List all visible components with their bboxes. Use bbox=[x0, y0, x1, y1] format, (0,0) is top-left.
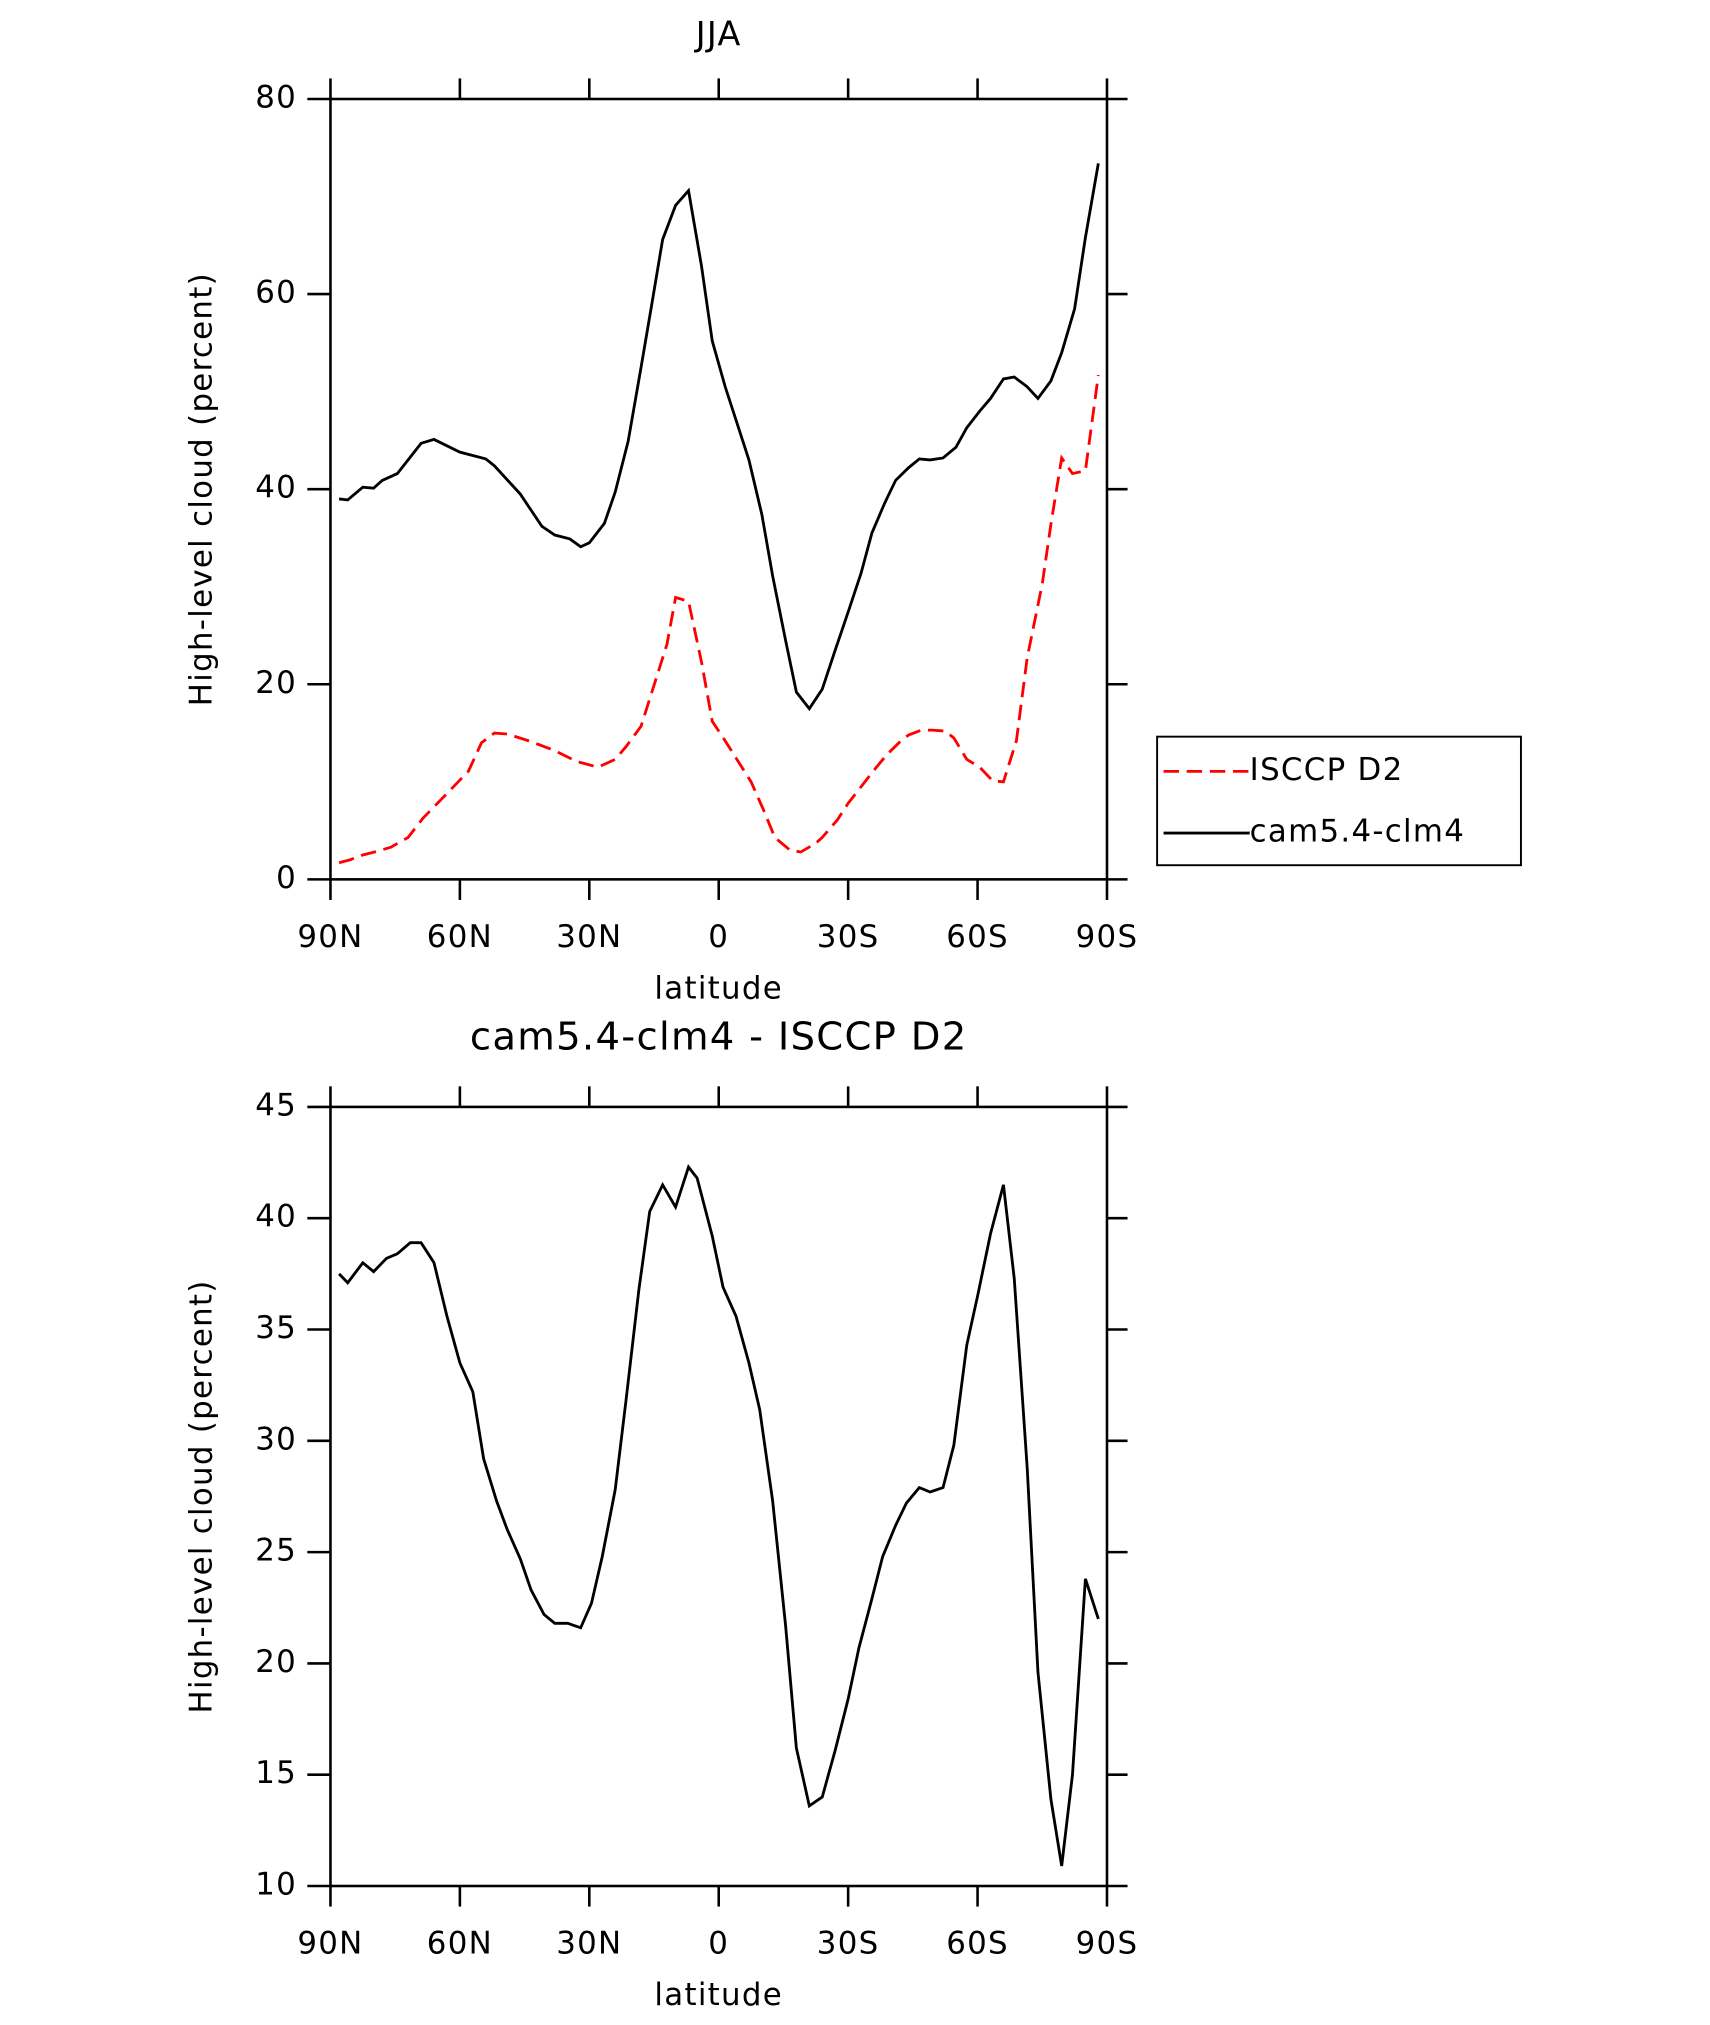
x-tick-label: 0 bbox=[708, 919, 729, 955]
x-tick-label: 30N bbox=[556, 1926, 622, 1962]
legend-label: ISCCP D2 bbox=[1250, 752, 1404, 788]
x-tick-label: 60S bbox=[946, 1926, 1009, 1962]
data-line bbox=[338, 163, 1100, 712]
x-tick-label: 90N bbox=[297, 919, 363, 955]
y-tick-label: 80 bbox=[255, 79, 297, 115]
y-tick-label: 35 bbox=[255, 1310, 297, 1346]
y-axis-label: High-level cloud (percent) bbox=[184, 1279, 220, 1713]
x-tick-label: 30S bbox=[817, 1926, 880, 1962]
x-tick-label: 30N bbox=[556, 919, 622, 955]
x-tick-label: 60S bbox=[946, 919, 1009, 955]
y-tick-label: 20 bbox=[255, 1644, 297, 1680]
x-tick-label: 60N bbox=[427, 1926, 493, 1962]
data-line bbox=[338, 1164, 1100, 1867]
chart-title: JJA bbox=[694, 14, 742, 53]
y-tick-label: 60 bbox=[255, 275, 297, 311]
x-tick-label: 90S bbox=[1076, 1926, 1139, 1962]
x-tick-label: 60N bbox=[427, 919, 493, 955]
plot-frame bbox=[329, 1105, 1109, 1888]
y-tick-label: 40 bbox=[255, 470, 297, 506]
y-tick-label: 10 bbox=[255, 1867, 297, 1903]
y-tick-label: 40 bbox=[255, 1199, 297, 1235]
x-tick-label: 90N bbox=[297, 1926, 363, 1962]
y-tick-label: 25 bbox=[255, 1533, 297, 1569]
data-line bbox=[338, 374, 1100, 865]
x-tick-label: 30S bbox=[817, 919, 880, 955]
x-tick-label: 90S bbox=[1076, 919, 1139, 955]
y-tick-label: 0 bbox=[276, 860, 297, 896]
y-tick-label: 45 bbox=[255, 1087, 297, 1123]
y-tick-label: 20 bbox=[255, 665, 297, 701]
x-axis-label: latitude bbox=[654, 970, 783, 1006]
y-tick-label: 30 bbox=[255, 1421, 297, 1457]
y-axis-label: High-level cloud (percent) bbox=[184, 272, 220, 706]
legend-label: cam5.4-clm4 bbox=[1250, 814, 1465, 850]
x-tick-label: 0 bbox=[708, 1926, 729, 1962]
plot-frame bbox=[329, 97, 1109, 881]
x-axis-label: latitude bbox=[654, 1977, 783, 2013]
y-tick-label: 15 bbox=[255, 1755, 297, 1791]
chart-title: cam5.4-clm4 - ISCCP D2 bbox=[470, 1014, 968, 1059]
legend-box bbox=[1156, 735, 1522, 867]
